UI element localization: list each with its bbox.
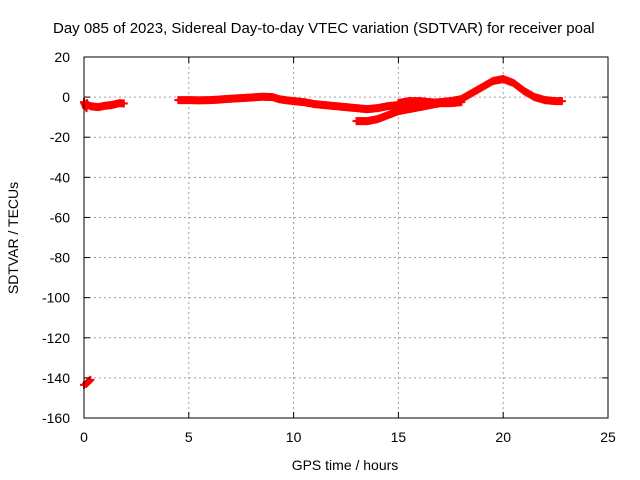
x-tick-label: 25 bbox=[600, 429, 616, 445]
y-axis-label: SDTVAR / TECUs bbox=[5, 182, 21, 294]
y-tick-label: -60 bbox=[50, 209, 70, 225]
series-segment-6 bbox=[394, 97, 466, 108]
data-point bbox=[86, 375, 95, 384]
y-tick-label: -100 bbox=[42, 290, 70, 306]
y-tick-label: -160 bbox=[42, 410, 70, 426]
y-tick-label: 0 bbox=[62, 89, 70, 105]
plot-frame bbox=[83, 56, 609, 419]
x-tick-label: 5 bbox=[185, 429, 193, 445]
y-tick-label: -40 bbox=[50, 169, 70, 185]
grid bbox=[84, 57, 608, 418]
y-tick-label: -120 bbox=[42, 330, 70, 346]
axis-ticks bbox=[83, 56, 609, 419]
x-tick-label: 20 bbox=[495, 429, 511, 445]
data-point bbox=[457, 98, 466, 107]
data-point bbox=[557, 97, 566, 106]
x-axis-label: GPS time / hours bbox=[292, 457, 399, 473]
x-tick-label: 15 bbox=[391, 429, 407, 445]
tick-labels: 0 5 10 15 20 25 20 0 -20 -40 -60 -80 -100 -120 -140 -16… bbox=[42, 49, 616, 445]
x-tick-label: 0 bbox=[80, 429, 88, 445]
y-tick-label: 20 bbox=[54, 49, 70, 65]
y-tick-label: -140 bbox=[42, 370, 70, 386]
chart-title: Day 085 of 2023, Sidereal Day-to-day VTE… bbox=[53, 20, 595, 37]
y-tick-label: -20 bbox=[50, 129, 70, 145]
series-segment-2 bbox=[86, 99, 128, 112]
x-tick-label: 10 bbox=[286, 429, 302, 445]
y-tick-label: -80 bbox=[50, 250, 70, 266]
data-point bbox=[119, 99, 128, 108]
data-points bbox=[80, 75, 566, 389]
